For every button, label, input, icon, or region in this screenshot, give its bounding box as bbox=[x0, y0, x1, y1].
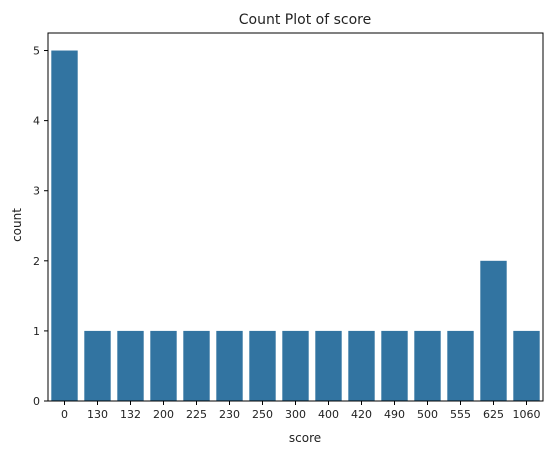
bar-500 bbox=[414, 330, 441, 401]
bar-420 bbox=[348, 330, 375, 401]
x-tick-label: 625 bbox=[483, 408, 504, 421]
chart-title: Count Plot of score bbox=[239, 12, 371, 28]
x-tick-label: 225 bbox=[186, 408, 207, 421]
x-tick-label: 132 bbox=[120, 408, 141, 421]
bar-200 bbox=[150, 330, 177, 401]
x-tick-label: 555 bbox=[450, 408, 471, 421]
bar-300 bbox=[282, 330, 309, 401]
plot-frame bbox=[47, 32, 544, 402]
x-tick-label: 500 bbox=[417, 408, 438, 421]
y-axis-label: count bbox=[10, 208, 24, 242]
x-tick-label: 230 bbox=[219, 408, 240, 421]
x-tick-label: 420 bbox=[351, 408, 372, 421]
y-tick-label: 2 bbox=[33, 255, 40, 268]
y-axis: 0 1 2 3 4 5 bbox=[33, 45, 48, 408]
bar-400 bbox=[315, 330, 342, 401]
x-tick-label: 200 bbox=[153, 408, 174, 421]
bar-490 bbox=[381, 330, 408, 401]
bar-250 bbox=[249, 330, 276, 401]
x-tick-label: 130 bbox=[87, 408, 108, 421]
x-tick-label: 300 bbox=[285, 408, 306, 421]
x-tick-label: 0 bbox=[61, 408, 68, 421]
x-tick-label: 1060 bbox=[513, 408, 541, 421]
y-tick-label: 0 bbox=[33, 395, 40, 408]
bar-625 bbox=[480, 260, 507, 401]
bar-555 bbox=[447, 330, 474, 401]
x-tick-label: 400 bbox=[318, 408, 339, 421]
bar-225 bbox=[183, 330, 210, 401]
bar-132 bbox=[117, 330, 144, 401]
axes-spines bbox=[47, 32, 544, 402]
bar-1060 bbox=[513, 330, 540, 401]
x-tick-label: 250 bbox=[252, 408, 273, 421]
y-tick-label: 3 bbox=[33, 185, 40, 198]
y-tick-label: 1 bbox=[33, 325, 40, 338]
bar-0 bbox=[51, 50, 78, 402]
x-tick-label: 490 bbox=[384, 408, 405, 421]
y-tick-label: 4 bbox=[33, 115, 40, 128]
x-axis-label: score bbox=[289, 431, 321, 445]
bar-230 bbox=[216, 330, 243, 401]
bars-group bbox=[51, 50, 540, 402]
bar-130 bbox=[84, 330, 111, 401]
x-axis: 0 130 132 200 225 230 250 300 400 420 490 500 555 625… bbox=[61, 401, 541, 421]
y-tick-label: 5 bbox=[33, 45, 40, 58]
